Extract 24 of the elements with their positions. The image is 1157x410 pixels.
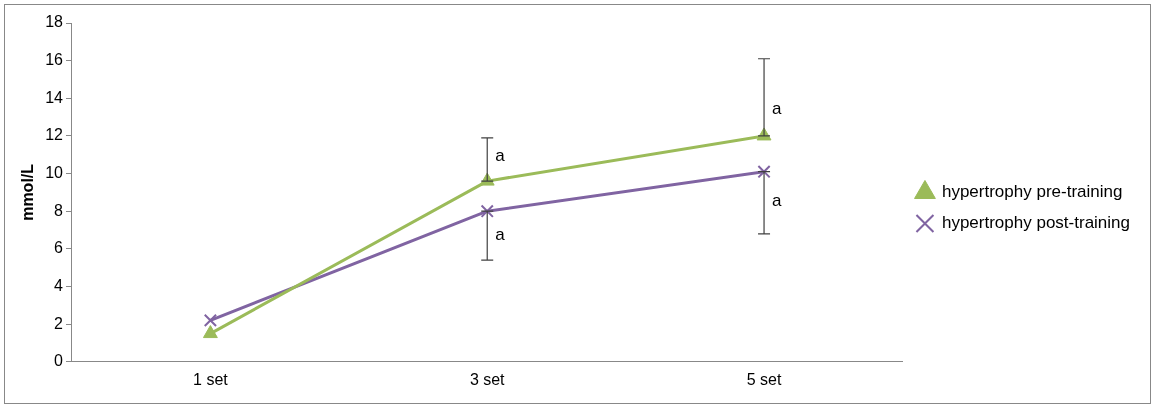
x-tick-label: 1 set	[193, 370, 229, 388]
y-tick-label: 0	[54, 352, 64, 370]
point	[203, 313, 218, 328]
point	[480, 204, 494, 218]
y-tick-label: 14	[45, 88, 64, 106]
y-tick-label: 12	[45, 126, 64, 144]
y-tick-label: 6	[54, 239, 64, 257]
annotation: a	[772, 191, 783, 211]
annotation: a	[495, 225, 506, 245]
y-axis-title: mmol/L	[19, 163, 37, 221]
y-tick-label: 18	[45, 13, 64, 31]
legend-label: hypertrophy post-training	[941, 213, 1130, 233]
annotation: a	[772, 99, 783, 119]
x-tick-label: 3 set	[469, 370, 506, 388]
point	[757, 165, 771, 179]
point	[202, 325, 218, 339]
y-tick-label: 16	[45, 51, 64, 69]
y-tick-label: 2	[54, 314, 64, 332]
legend-label: hypertrophy pre-training	[941, 182, 1123, 202]
y-tick-label: 4	[54, 276, 64, 294]
y-tick-label: 10	[45, 163, 64, 181]
annotation: a	[495, 146, 506, 166]
x-tick-label: 5 set	[746, 370, 782, 388]
y-tick-label: 8	[54, 201, 64, 219]
